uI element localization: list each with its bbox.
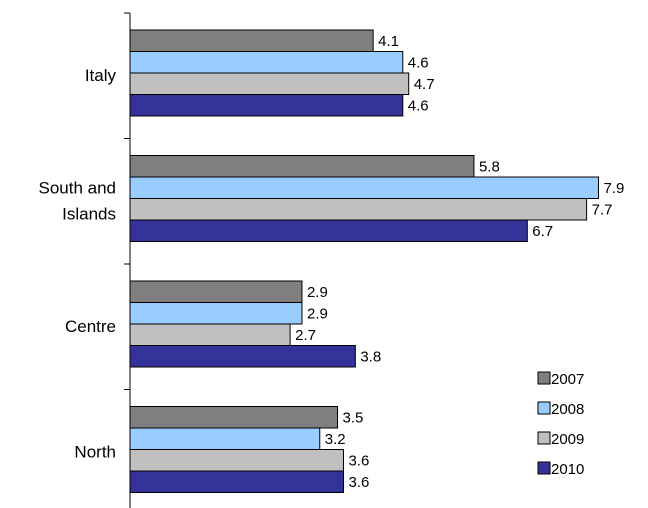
category-label: Italy bbox=[85, 66, 117, 85]
legend-swatch bbox=[537, 401, 551, 415]
bar-2007 bbox=[129, 155, 475, 178]
value-labels-group: 4.1 4.6 4.7 4.6 5.8 7.9 7.7 6.7 2.9 2.9 2.7 3.8 3.5 3… bbox=[295, 33, 624, 491]
value-label: 2.9 bbox=[307, 305, 328, 322]
bar-2009 bbox=[129, 198, 588, 221]
category-labels-group: Italy South and Islands Centre North bbox=[38, 66, 116, 462]
value-label: 7.9 bbox=[603, 180, 624, 197]
bars-group bbox=[129, 29, 599, 493]
legend-label: 2007 bbox=[551, 371, 584, 388]
bar-2010 bbox=[129, 470, 344, 493]
value-label: 3.6 bbox=[348, 474, 369, 491]
bar-2009 bbox=[129, 72, 410, 95]
legend-label: 2009 bbox=[551, 431, 584, 448]
value-label: 2.9 bbox=[307, 284, 328, 301]
legend-swatch bbox=[537, 371, 551, 385]
category-label: Centre bbox=[65, 317, 116, 336]
value-label: 6.7 bbox=[532, 223, 553, 240]
legend-label: 2008 bbox=[551, 401, 584, 418]
bar-2008 bbox=[129, 302, 303, 325]
bar-2010 bbox=[129, 94, 404, 117]
legend-swatch bbox=[537, 431, 551, 445]
value-label: 3.5 bbox=[343, 409, 364, 426]
bar-2008 bbox=[129, 427, 321, 450]
value-label: 3.6 bbox=[348, 452, 369, 469]
bar-2007 bbox=[129, 280, 303, 303]
category-label: Islands bbox=[62, 204, 116, 223]
y-axis-ticks bbox=[124, 12, 130, 390]
legend-label: 2010 bbox=[551, 461, 584, 478]
value-label: 2.7 bbox=[295, 327, 316, 344]
category-label: North bbox=[74, 442, 116, 461]
bar-2009 bbox=[129, 323, 291, 346]
value-label: 4.6 bbox=[408, 97, 429, 114]
bar-2010 bbox=[129, 219, 528, 242]
category-label: South and bbox=[38, 178, 116, 197]
legend: 2007 2008 2009 2010 bbox=[537, 371, 584, 478]
value-label: 4.6 bbox=[408, 54, 429, 71]
bar-2007 bbox=[129, 29, 374, 52]
bar-2008 bbox=[129, 176, 599, 199]
bar-2007 bbox=[129, 406, 339, 429]
value-label: 3.8 bbox=[360, 348, 381, 365]
value-label: 4.1 bbox=[378, 33, 399, 50]
value-label: 7.7 bbox=[592, 201, 613, 218]
value-label: 3.2 bbox=[325, 431, 346, 448]
value-label: 4.7 bbox=[414, 76, 435, 93]
value-label: 5.8 bbox=[479, 158, 500, 175]
bar-2009 bbox=[129, 449, 344, 472]
bar-2010 bbox=[129, 345, 356, 368]
bar-2008 bbox=[129, 51, 404, 74]
legend-swatch bbox=[537, 461, 551, 475]
